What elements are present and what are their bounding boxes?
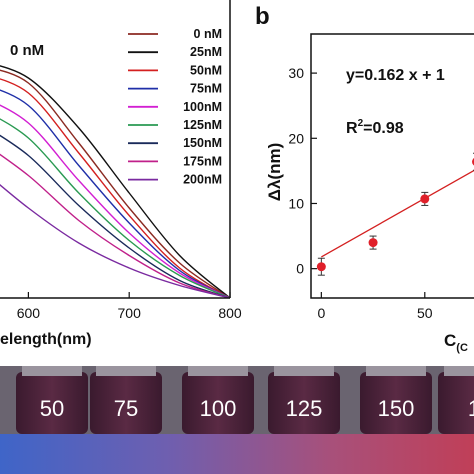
b-fit-equation: y=0.162 x + 1 bbox=[346, 67, 445, 84]
vial-4 bbox=[360, 372, 432, 434]
b-data-point-2 bbox=[420, 194, 430, 204]
calibration-chart: b 0 10 20 30 0 50 Δλ(nm) C(C y=0.162 x + 1 R… bbox=[255, 3, 474, 354]
vial-rim-1 bbox=[96, 366, 156, 376]
b-panel-label: b bbox=[255, 3, 270, 30]
a-x-tick-label: 800 bbox=[218, 305, 242, 321]
b-y-tick-label: 20 bbox=[288, 130, 304, 146]
legend-label-3: 75nM bbox=[190, 82, 222, 96]
b-r-squared-r: R bbox=[346, 120, 358, 137]
a-x-tick-label: 700 bbox=[118, 305, 142, 321]
a-x-tick-label: 600 bbox=[17, 305, 41, 321]
b-x-tick-label: 0 bbox=[317, 305, 325, 321]
vial-rim-3 bbox=[274, 366, 334, 376]
legend-label-7: 175nM bbox=[183, 154, 222, 168]
spectrum-line-5 bbox=[0, 118, 231, 299]
legend-label-5: 125nM bbox=[183, 118, 222, 132]
b-x-tick-label: 50 bbox=[417, 305, 433, 321]
color-gradient-band bbox=[0, 434, 474, 474]
vial-label-1: 75 bbox=[114, 396, 138, 421]
vial-label-5: 1 bbox=[468, 396, 474, 421]
spectrum-line-4 bbox=[0, 104, 231, 299]
b-r-squared-sup: 2 bbox=[358, 118, 364, 129]
b-y-ticks: 0 10 20 30 bbox=[288, 65, 317, 277]
b-data-point-0 bbox=[316, 262, 326, 272]
vial-rim-5 bbox=[444, 366, 474, 376]
vial-rim-2 bbox=[188, 366, 248, 376]
a-legend: 0 nM 25nM 50nM 75nM 100nM 125nM 150nM 175nM 200n… bbox=[128, 27, 222, 187]
b-y-tick-label: 30 bbox=[288, 65, 304, 81]
b-x-label-main: C bbox=[444, 331, 456, 350]
legend-label-0: 0 nM bbox=[194, 27, 222, 41]
vial-rim-4 bbox=[366, 366, 426, 376]
legend-label-2: 50nM bbox=[190, 63, 222, 77]
b-r-squared-value: =0.98 bbox=[363, 120, 404, 137]
vial-photo-strip: 50 75 100 125 150 1 bbox=[0, 366, 474, 474]
vial-label-0: 50 bbox=[40, 396, 64, 421]
vial-1 bbox=[90, 372, 162, 434]
b-x-label-sub: (C bbox=[456, 342, 468, 354]
b-data-marks bbox=[316, 152, 474, 276]
vial-label-2: 100 bbox=[200, 396, 237, 421]
a-annotation: 0 nM bbox=[10, 42, 44, 59]
vial-5 bbox=[438, 372, 474, 434]
spectrum-line-3 bbox=[0, 89, 231, 299]
a-x-ticks: 600 700 800 bbox=[17, 292, 242, 321]
legend-label-6: 150nM bbox=[183, 136, 222, 150]
vial-label-3: 125 bbox=[286, 396, 323, 421]
spectrum-line-0 bbox=[0, 69, 231, 299]
spectrum-line-6 bbox=[0, 134, 231, 299]
vial-3 bbox=[268, 372, 340, 434]
absorbance-curves bbox=[0, 65, 231, 299]
b-r-squared: R2=0.98 bbox=[346, 118, 404, 137]
legend-label-8: 200nM bbox=[183, 173, 222, 187]
vial-rim-0 bbox=[22, 366, 82, 376]
spectrum-line-8 bbox=[0, 184, 231, 299]
spectrum-line-2 bbox=[0, 78, 231, 299]
vial-0 bbox=[16, 372, 88, 434]
b-y-tick-label: 10 bbox=[288, 195, 304, 211]
spectrum-line-1 bbox=[0, 65, 231, 299]
b-x-ticks: 0 50 bbox=[317, 292, 433, 321]
legend-label-1: 25nM bbox=[190, 45, 222, 59]
legend-label-4: 100nM bbox=[183, 100, 222, 114]
a-x-axis-label: elength(nm) bbox=[0, 331, 92, 348]
vial-photo: 50 75 100 125 150 1 bbox=[0, 366, 474, 474]
b-data-point-1 bbox=[368, 238, 378, 248]
b-y-tick-label: 0 bbox=[296, 261, 304, 277]
vials: 50 75 100 125 150 1 bbox=[16, 366, 474, 434]
vial-2 bbox=[182, 372, 254, 434]
figure-charts: 600 700 800 elength(nm) 0 nM 0 nM 25nM 50nM 7… bbox=[0, 0, 474, 354]
b-x-axis-label: C(C bbox=[444, 331, 468, 354]
b-y-axis-label: Δλ(nm) bbox=[265, 143, 284, 202]
spectrum-line-7 bbox=[0, 153, 231, 299]
b-plot-frame bbox=[310, 33, 474, 299]
b-fit-line bbox=[321, 169, 474, 258]
vial-label-4: 150 bbox=[378, 396, 415, 421]
absorbance-chart: 600 700 800 elength(nm) 0 nM 0 nM 25nM 50nM 7… bbox=[0, 0, 242, 348]
